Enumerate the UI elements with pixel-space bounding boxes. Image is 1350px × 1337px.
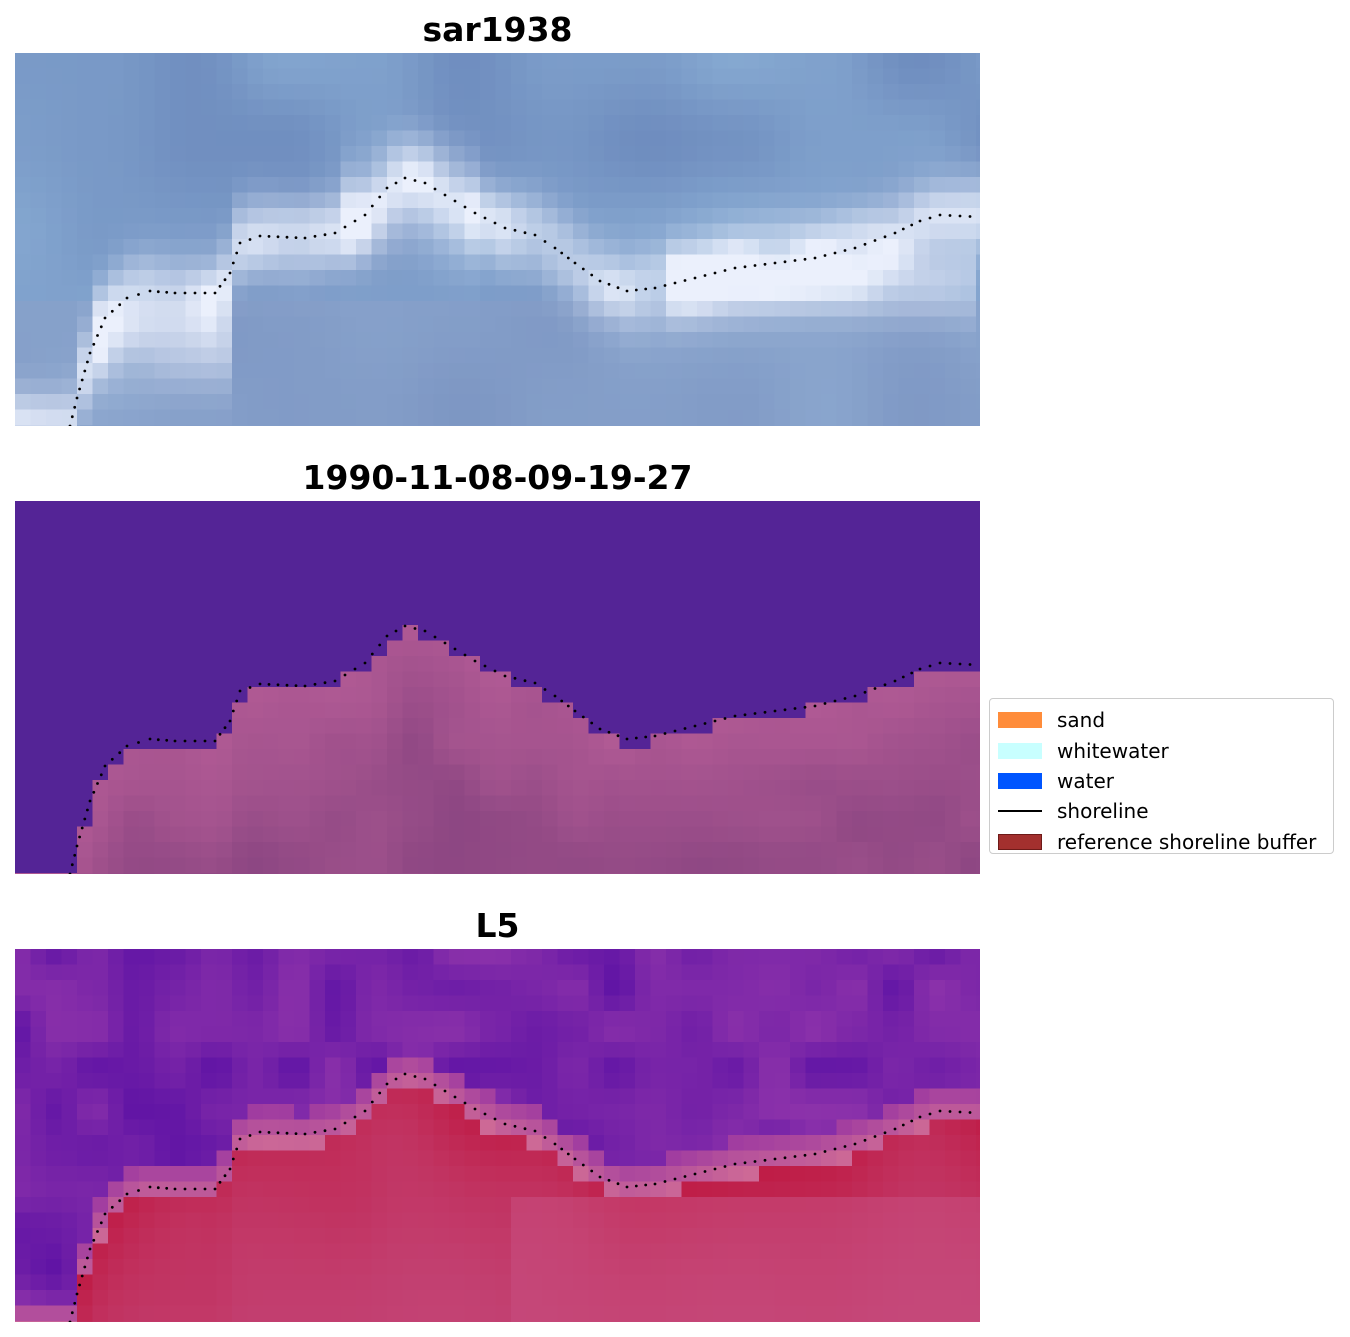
legend-label-sand: sand	[1057, 708, 1106, 733]
legend: sand whitewater water shoreline referenc…	[989, 698, 1334, 854]
shoreline-dots	[68, 624, 972, 874]
shoreline-dots	[68, 1072, 972, 1322]
image-panel-classified	[15, 501, 980, 874]
legend-item-water: water	[998, 766, 1325, 796]
legend-label-whitewater: whitewater	[1057, 738, 1169, 763]
legend-item-reference-buffer: reference shoreline buffer	[998, 827, 1325, 857]
classified-image	[15, 501, 980, 874]
panel-title-2: 1990-11-08-09-19-27	[302, 458, 693, 497]
pixel-grid	[15, 53, 980, 426]
legend-item-sand: sand	[998, 705, 1325, 735]
panel-title-1: sar1938	[422, 10, 573, 49]
legend-item-whitewater: whitewater	[998, 735, 1325, 765]
panel-title-3: L5	[475, 906, 520, 945]
legend-swatch-whitewater	[998, 742, 1042, 759]
image-panel-sar	[15, 53, 980, 426]
pixel-grid	[15, 949, 980, 1322]
legend-label-water: water	[1057, 768, 1114, 793]
legend-swatch-water	[998, 772, 1042, 789]
legend-swatch-sand	[998, 712, 1042, 729]
legend-line-shoreline	[998, 810, 1042, 813]
legend-label-reference-buffer: reference shoreline buffer	[1057, 829, 1317, 854]
legend-label-shoreline: shoreline	[1057, 799, 1149, 824]
shoreline-dots	[68, 176, 972, 426]
legend-item-shoreline: shoreline	[998, 796, 1325, 826]
legend-swatch-reference-buffer	[998, 833, 1042, 850]
image-panel-l5	[15, 949, 980, 1322]
sar-image	[15, 53, 980, 426]
l5-image	[15, 949, 980, 1322]
pixel-grid	[15, 501, 980, 874]
